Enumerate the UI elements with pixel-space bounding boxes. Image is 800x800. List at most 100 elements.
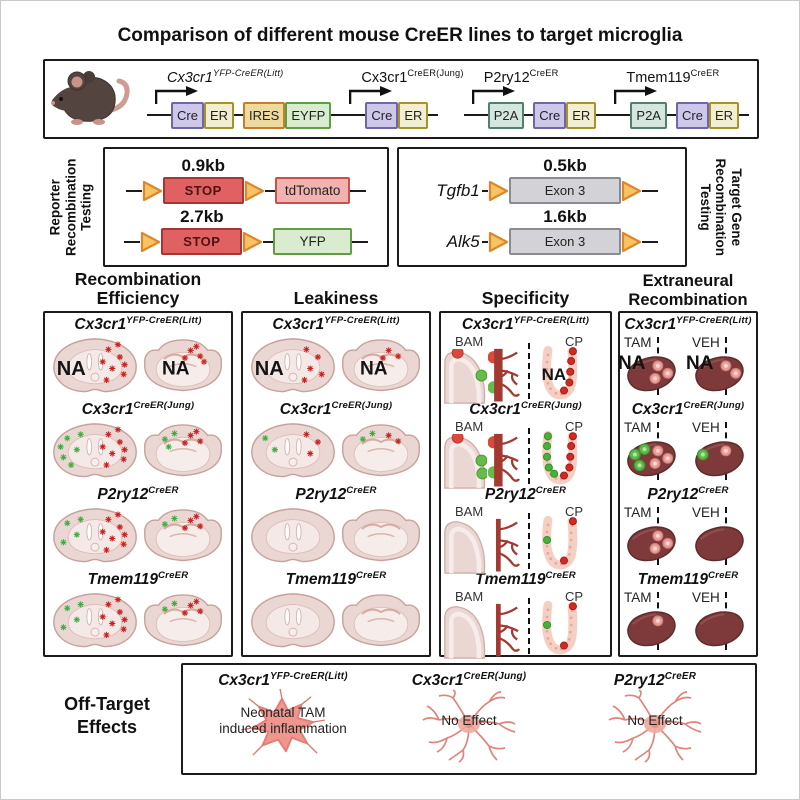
ramified-microglia-icon <box>608 689 702 763</box>
veh-group: VEH <box>688 505 756 570</box>
gene-superscript: CreER <box>664 671 697 682</box>
line-gene-label: Cx3cr1CreER(Jung) <box>632 400 745 421</box>
line-gene-label: Cx3cr1CreER(Jung) <box>280 400 393 421</box>
blood-vessel-illustration <box>488 433 520 487</box>
cp-label: CP <box>565 334 584 349</box>
spleen-illustration <box>695 356 744 392</box>
column-header-extraneural-recombination: Extraneural Recombination <box>628 272 748 309</box>
gene-superscript: CreER <box>148 485 179 496</box>
construct-dna-line: Cre ER <box>341 86 463 130</box>
loxp-site-icon <box>243 231 263 252</box>
tam-group: TAM NA <box>618 335 688 400</box>
gene-name: Cx3cr1 <box>411 672 464 690</box>
specificity-figure: BAM CP <box>443 419 608 489</box>
brain-coronal-posterior <box>144 594 222 647</box>
floxed-exon-box: Exon 3 <box>508 228 622 255</box>
gene-name: Cx3cr1 <box>469 401 521 419</box>
gene-superscript: YFP-CreER(Litt) <box>269 671 348 682</box>
construct-box-er: ER <box>566 101 597 129</box>
line-row-p2ry12: P2ry12CreER BAM CP <box>442 485 609 574</box>
gene-superscript: CreER <box>158 570 189 581</box>
construct-box-cre: Cre <box>171 101 204 129</box>
target-gene-name: Alk5 <box>446 231 480 251</box>
off-target-entry-3: P2ry12CreER No Effect <box>565 669 745 769</box>
gene-name: Cx3cr1 <box>81 401 134 419</box>
tam-group: TAM <box>620 590 688 655</box>
reporter-panel-side-label: Reporter Recombination Testing <box>41 147 101 267</box>
construct-4: Tmem119CreER P2A Cre ER <box>606 68 749 130</box>
specificity-figure: BAM CP NA <box>443 334 608 404</box>
brain-pair: NA NA <box>51 336 225 395</box>
target-panel-side-label: Target Gene Recombination Testing <box>689 147 753 267</box>
loxp-site-icon <box>622 231 642 252</box>
condition-label: TAM <box>624 590 652 605</box>
brain-coronal-anterior <box>53 593 137 648</box>
loxp-site-icon <box>244 180 264 201</box>
cp-label: CP <box>565 504 584 519</box>
brain-pair: NA NA <box>249 336 423 395</box>
construct-box-eyfp: EYFP <box>285 101 332 129</box>
line-row-cx3cr1: Cx3cr1CreER(Jung) TAM VEH <box>621 400 755 485</box>
extraneural-figure: TAM VEH <box>620 590 756 655</box>
promoter-arrow-icon <box>155 86 198 104</box>
gene-name: Cx3cr1 <box>361 69 408 86</box>
veh-group: VEH <box>688 420 756 485</box>
brain-coronal-anterior: NA <box>251 338 335 393</box>
target-gene-construct-1: Tgfb1 0.5kb Exon 3 <box>399 156 685 204</box>
column-header-leakiness: Leakiness <box>293 288 379 309</box>
brain-pair <box>249 506 423 565</box>
cassette-wrap: 0.9kb STOP <box>162 156 244 204</box>
off-target-gene-label: Cx3cr1YFP-CreER(Litt) <box>193 671 373 690</box>
dna-line-segment <box>642 240 659 243</box>
na-label: NA <box>686 353 714 374</box>
brain-coronal-anterior <box>53 508 137 563</box>
dashed-divider <box>528 343 530 399</box>
bam-cortex-illustration <box>444 349 487 404</box>
dna-line-segment <box>234 114 244 116</box>
mouse-illustration <box>51 70 130 125</box>
line-gene-label: Cx3cr1YFP-CreER(Litt) <box>624 315 751 336</box>
gene-superscript: YFP-CreER(Litt) <box>513 315 590 326</box>
spleen-illustration <box>695 611 744 647</box>
line-gene-label: P2ry12CreER <box>295 485 376 506</box>
spleen-illustration <box>695 526 744 562</box>
condition-label: VEH <box>692 335 720 350</box>
choroid-plexus-illustration: NA <box>542 345 578 400</box>
line-gene-label: Cx3cr1YFP-CreER(Litt) <box>272 315 399 336</box>
off-target-caption: No Effect <box>627 713 683 728</box>
off-target-caption: Neonatal TAM induced inflammation <box>219 705 347 737</box>
dna-line-segment <box>463 114 488 116</box>
spleen-illustration <box>627 441 676 477</box>
floxed-exon-box: Exon 3 <box>508 177 622 204</box>
construct-gene-label: Cx3cr1CreER(Jung) <box>361 68 463 88</box>
ramified-microglia-icon <box>422 689 516 763</box>
reporter-gene-box: YFP <box>273 228 352 255</box>
svg-text:NA: NA <box>360 358 388 379</box>
specificity-figure: BAM CP <box>443 589 608 659</box>
gene-superscript: CreER <box>346 485 377 496</box>
dna-line-segment <box>596 114 607 116</box>
figure-title: Comparison of different mouse CreER line… <box>117 25 683 46</box>
gene-superscript: CreER <box>356 570 387 581</box>
extraneural-recombination-panel: Cx3cr1YFP-CreER(Litt) TAM NA VEH NA Cx3cr… <box>618 311 758 657</box>
line-row-cx3cr1: Cx3cr1YFP-CreER(Litt) TAM NA VEH NA <box>618 315 756 400</box>
tam-group: TAM <box>620 505 688 570</box>
gene-superscript: CreER(Jung) <box>331 400 393 411</box>
extraneural-figure: TAM NA VEH NA <box>618 335 756 400</box>
extraneural-figure: TAM VEH <box>620 505 756 570</box>
choroid-plexus-illustration <box>542 600 578 655</box>
construct-box-p2a: P2A <box>487 101 525 129</box>
construct-dna-line: P2A Cre ER <box>463 86 607 130</box>
exon-wrap: 0.5kb Exon 3 <box>508 156 622 204</box>
bam-cortex-illustration <box>444 606 486 659</box>
spleen-illustration <box>627 356 676 392</box>
gene-name: Cx3cr1 <box>74 316 127 334</box>
dna-line-segment <box>428 114 439 116</box>
gene-superscript: YFP-CreER(Litt) <box>676 315 752 326</box>
brain-coronal-posterior <box>144 424 222 477</box>
gene-name: P2ry12 <box>97 486 149 504</box>
stop-cassette-box: STOP <box>161 228 243 255</box>
reporter-construct-1: 0.9kb STOP tdTomato <box>105 156 387 204</box>
off-target-panel: Cx3cr1YFP-CreER(Litt) Neonatal TAM induce… <box>181 663 757 775</box>
loxp-site-icon <box>488 231 508 252</box>
